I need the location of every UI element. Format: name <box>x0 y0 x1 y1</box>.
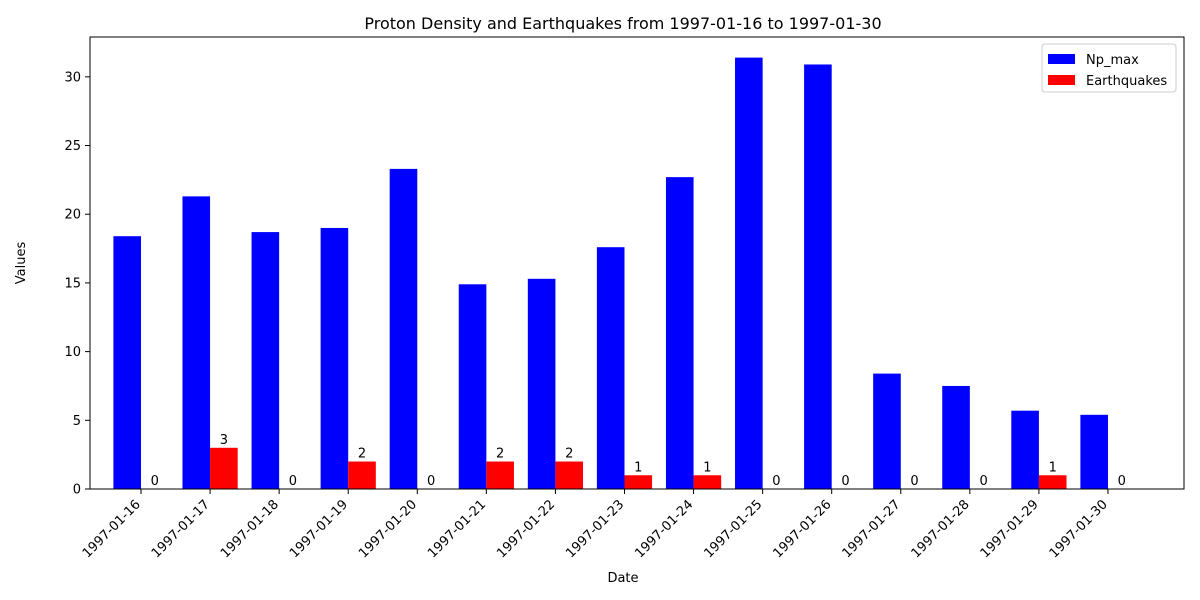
legend-label-earthquakes: Earthquakes <box>1086 74 1167 89</box>
bar-np-max-1997-01-25 <box>735 57 763 489</box>
legend-swatch-np-max <box>1048 54 1075 64</box>
bar-np-max-1997-01-16 <box>113 236 141 489</box>
y-tick-label: 10 <box>64 345 81 360</box>
y-tick-label: 25 <box>64 139 81 154</box>
bar-earthquakes-1997-01-21 <box>486 461 514 489</box>
x-tick-label: 1997-01-28 <box>909 497 973 561</box>
legend-box <box>1041 43 1177 93</box>
bar-np-max-1997-01-27 <box>873 373 901 489</box>
legend[interactable]: Np_max Earthquakes <box>1041 43 1177 93</box>
y-tick-label: 5 <box>73 414 81 429</box>
bar-earthquakes-1997-01-19 <box>348 461 376 489</box>
bar-np-max-1997-01-24 <box>665 177 694 490</box>
bar-np-max-1997-01-21 <box>458 284 487 489</box>
data-label-earthquakes-1997-01-28: 0 <box>979 474 987 489</box>
bar-np-max-1997-01-26 <box>804 64 832 489</box>
x-tick-label: 1997-01-23 <box>563 497 627 561</box>
bar-np-max-1997-01-30 <box>1080 414 1108 489</box>
y-tick-label: 20 <box>64 208 81 223</box>
y-tick-label: 0 <box>73 483 81 498</box>
x-tick-label: 1997-01-17 <box>149 497 213 561</box>
x-tick-label: 1997-01-19 <box>287 497 351 561</box>
bar-np-max-1997-01-19 <box>320 227 349 490</box>
legend-label-np-max: Np_max <box>1086 53 1139 68</box>
x-tick-label: 1997-01-24 <box>632 497 696 561</box>
x-tick-label: 1997-01-29 <box>978 497 1042 561</box>
bar-earthquakes-1997-01-24 <box>693 475 722 489</box>
data-label-earthquakes-1997-01-27: 0 <box>910 474 918 489</box>
bar-earthquakes-1997-01-22 <box>555 461 584 489</box>
y-axis-label: Values <box>14 242 29 285</box>
bar-np-max-1997-01-28 <box>942 385 970 489</box>
data-label-earthquakes-1997-01-26: 0 <box>841 474 849 489</box>
data-label-earthquakes-1997-01-24: 1 <box>703 460 711 475</box>
bars-group <box>113 57 1108 490</box>
bar-np-max-1997-01-20 <box>389 168 418 490</box>
data-label-earthquakes-1997-01-23: 1 <box>634 460 642 475</box>
data-label-earthquakes-1997-01-20: 0 <box>427 474 435 489</box>
bar-earthquakes-1997-01-29 <box>1038 475 1067 489</box>
chart-title: Proton Density and Earthquakes from 1997… <box>364 14 881 33</box>
bar-np-max-1997-01-23 <box>596 247 625 489</box>
y-tick-label: 15 <box>64 276 81 291</box>
data-label-earthquakes-1997-01-29: 1 <box>1049 460 1057 475</box>
data-label-earthquakes-1997-01-17: 3 <box>220 433 228 448</box>
bar-earthquakes-1997-01-17 <box>210 447 238 489</box>
x-axis: 1997-01-16 1997-01-17 1997-01-18 1997-01-19… <box>80 489 1111 561</box>
x-tick-label: 1997-01-26 <box>770 497 834 561</box>
bar-np-max-1997-01-18 <box>251 232 280 490</box>
bar-np-max-1997-01-29 <box>1011 410 1039 489</box>
x-tick-label: 1997-01-21 <box>425 497 489 561</box>
x-tick-label: 1997-01-16 <box>80 497 144 561</box>
data-label-earthquakes-1997-01-21: 2 <box>496 447 504 462</box>
plot-frame <box>89 36 1185 490</box>
data-label-earthquakes-1997-01-19: 2 <box>358 447 366 462</box>
legend-swatch-earthquakes <box>1048 75 1075 85</box>
data-label-earthquakes-1997-01-30: 0 <box>1118 474 1126 489</box>
bar-earthquakes-1997-01-23 <box>624 475 653 489</box>
y-tick-label: 30 <box>64 70 81 85</box>
x-axis-label: Date <box>607 571 638 586</box>
x-tick-label: 1997-01-18 <box>218 497 282 561</box>
x-tick-label: 1997-01-25 <box>701 497 765 561</box>
data-label-earthquakes-1997-01-18: 0 <box>289 474 297 489</box>
data-label-earthquakes-1997-01-16: 0 <box>151 474 159 489</box>
x-tick-label: 1997-01-20 <box>356 497 420 561</box>
x-tick-label: 1997-01-30 <box>1047 497 1111 561</box>
y-axis: 0 5 10 15 20 25 30 <box>64 70 90 498</box>
bar-np-max-1997-01-22 <box>527 278 556 489</box>
bar-labels-group: 0 3 0 2 0 2 2 1 1 0 0 0 0 1 0 <box>151 433 1126 489</box>
data-label-earthquakes-1997-01-22: 2 <box>565 447 573 462</box>
x-tick-label: 1997-01-22 <box>494 497 558 561</box>
data-label-earthquakes-1997-01-25: 0 <box>772 474 780 489</box>
x-tick-label: 1997-01-27 <box>840 497 904 561</box>
bar-np-max-1997-01-17 <box>182 196 211 489</box>
